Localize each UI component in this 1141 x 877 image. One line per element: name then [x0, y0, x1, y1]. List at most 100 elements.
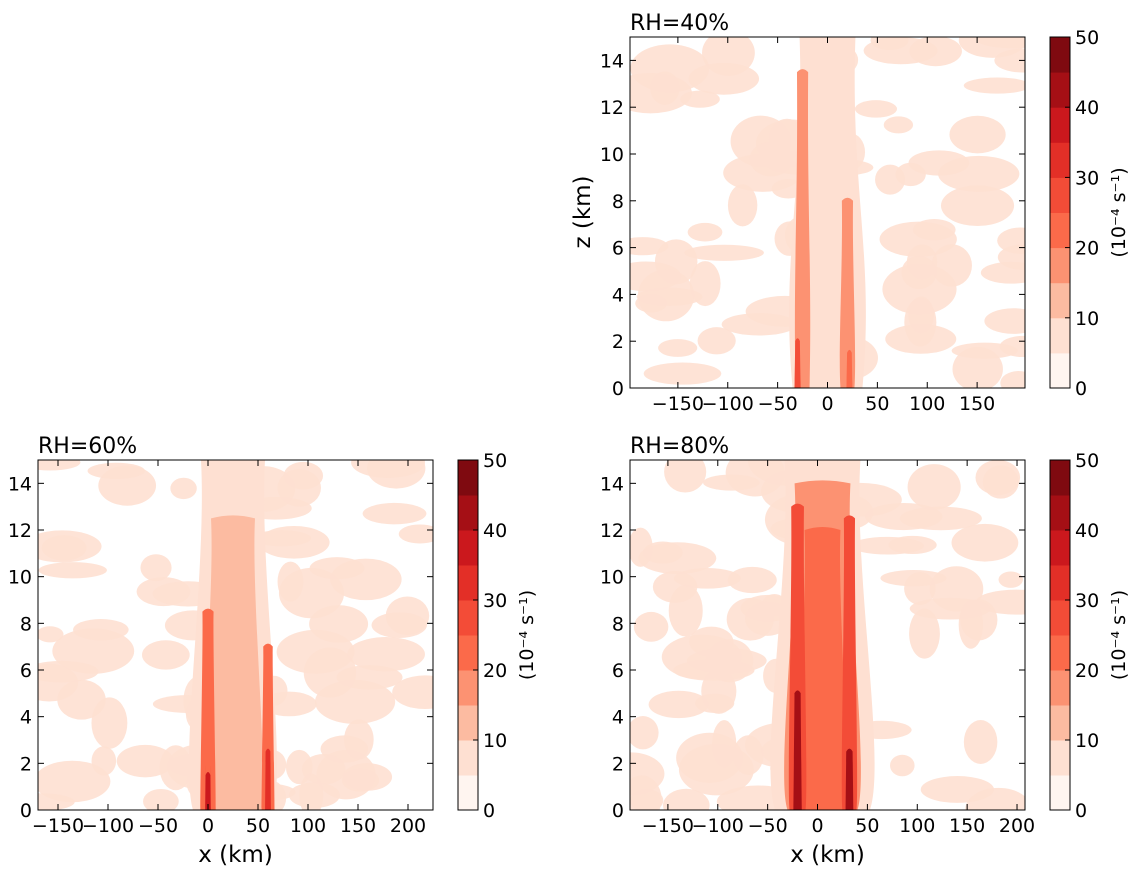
background-patch [628, 528, 652, 567]
background-patch [884, 116, 913, 133]
y-tick-label: 10 [8, 567, 32, 589]
y-axis-label: z (km) [570, 175, 596, 248]
background-patch [984, 308, 1042, 334]
x-tick-label: 150 [959, 393, 995, 415]
y-tick-label: 10 [600, 144, 624, 166]
background-patch [722, 313, 797, 335]
background-patch [344, 719, 374, 759]
x-tick-label: 100 [899, 815, 935, 837]
x-tick-label: −150 [652, 393, 704, 415]
background-patch [695, 694, 734, 713]
panel-title: RH=80% [630, 434, 729, 459]
background-patch [617, 237, 668, 255]
background-patch [733, 735, 763, 775]
y-tick-label: 2 [612, 753, 624, 775]
colorbar-tick-label: 0 [1075, 378, 1087, 400]
background-patch [855, 100, 897, 117]
y-tick-label: 4 [612, 284, 624, 306]
x-tick-label: 0 [811, 815, 823, 837]
colorbar-band [1050, 213, 1070, 249]
colorbar-band [1050, 72, 1070, 108]
colorbar-tick-label: 0 [483, 800, 495, 822]
x-tick-label: 50 [855, 815, 879, 837]
colorbar-band [1050, 565, 1070, 601]
y-tick-label: 12 [600, 520, 624, 542]
background-patch [627, 716, 658, 749]
y-tick-label: 4 [612, 707, 624, 729]
colorbar-tick-label: 50 [1075, 27, 1099, 49]
colorbar-tick-label: 20 [1075, 660, 1099, 682]
colorbar-band [458, 495, 478, 531]
background-patch [964, 720, 998, 764]
background-patch [728, 567, 777, 593]
y-tick-label: 14 [8, 473, 32, 495]
x-tick-label: 50 [865, 393, 889, 415]
colorbar: 0 10 20 30 40 50 (10⁻⁴ s⁻¹) [458, 450, 538, 822]
background-patch [277, 630, 355, 674]
background-patch [976, 590, 1057, 615]
colorbar-tick-label: 30 [1075, 167, 1099, 189]
colorbar-band [458, 775, 478, 811]
colorbar-band [458, 460, 478, 496]
background-patch [39, 562, 107, 578]
x-tick-label: −150 [32, 815, 84, 837]
colorbar-band [1050, 460, 1070, 496]
background-patch [688, 223, 723, 242]
background-patch [913, 219, 956, 240]
y-tick-label: 6 [20, 660, 32, 682]
vorticity-contour-7 [845, 745, 854, 848]
colorbar-band [1050, 353, 1070, 389]
background-patch [889, 536, 937, 554]
background-patch [351, 447, 425, 478]
colorbar-tick-label: 30 [483, 590, 507, 612]
x-tick-label: 150 [949, 815, 985, 837]
background-patch [258, 526, 329, 559]
background-patch [964, 77, 1031, 93]
x-tick-label: 50 [246, 815, 270, 837]
background-patch [170, 478, 196, 499]
x-axis-label: x (km) [790, 842, 865, 868]
colorbar-tick-label: 40 [1075, 520, 1099, 542]
colorbar-band [458, 635, 478, 671]
colorbar-tick-label: 10 [483, 730, 507, 752]
panel-3: −150−100 −50 0 50 100 150 20002468101214RH=80%… [596, 434, 1130, 868]
background-patch [363, 503, 427, 524]
colorbar-tick-label: 50 [483, 450, 507, 472]
background-patch [908, 464, 961, 510]
colorbar-band [1050, 37, 1070, 73]
background-patch [949, 116, 1005, 154]
background-patch [289, 782, 340, 808]
x-tick-label: 100 [290, 815, 326, 837]
background-patch [644, 362, 722, 384]
x-tick-label: −50 [748, 815, 788, 837]
background-patch [909, 36, 962, 66]
background-patch [140, 554, 171, 581]
y-tick-label: 14 [600, 473, 624, 495]
y-tick-label: 14 [600, 50, 624, 72]
x-tick-label: 100 [909, 393, 945, 415]
colorbar-band [458, 705, 478, 741]
x-tick-label: −100 [82, 815, 134, 837]
background-patch [975, 460, 1020, 495]
x-tick-label: 0 [202, 815, 214, 837]
background-patch [653, 571, 698, 603]
background-patch [930, 566, 984, 611]
y-tick-label: 6 [612, 660, 624, 682]
background-patch [908, 297, 934, 334]
colorbar: 0 10 20 30 40 50 (10⁻⁴ s⁻¹) [1050, 27, 1130, 400]
background-patch [1000, 371, 1036, 395]
colorbar-label: (10⁻⁴ s⁻¹) [516, 590, 538, 680]
y-tick-label: 2 [20, 753, 32, 775]
x-tick-label: −50 [758, 393, 798, 415]
x-axis-label: x (km) [198, 842, 273, 868]
colorbar-band [1050, 530, 1070, 566]
colorbar-tick-label: 40 [1075, 97, 1099, 119]
x-tick-label: 200 [390, 815, 426, 837]
y-tick-label: 8 [612, 613, 624, 635]
background-patch [999, 571, 1023, 587]
vorticity-contour-5 [846, 350, 853, 404]
y-tick-label: 12 [8, 520, 32, 542]
background-patch [347, 637, 425, 671]
colorbar-tick-label: 10 [1075, 308, 1099, 330]
